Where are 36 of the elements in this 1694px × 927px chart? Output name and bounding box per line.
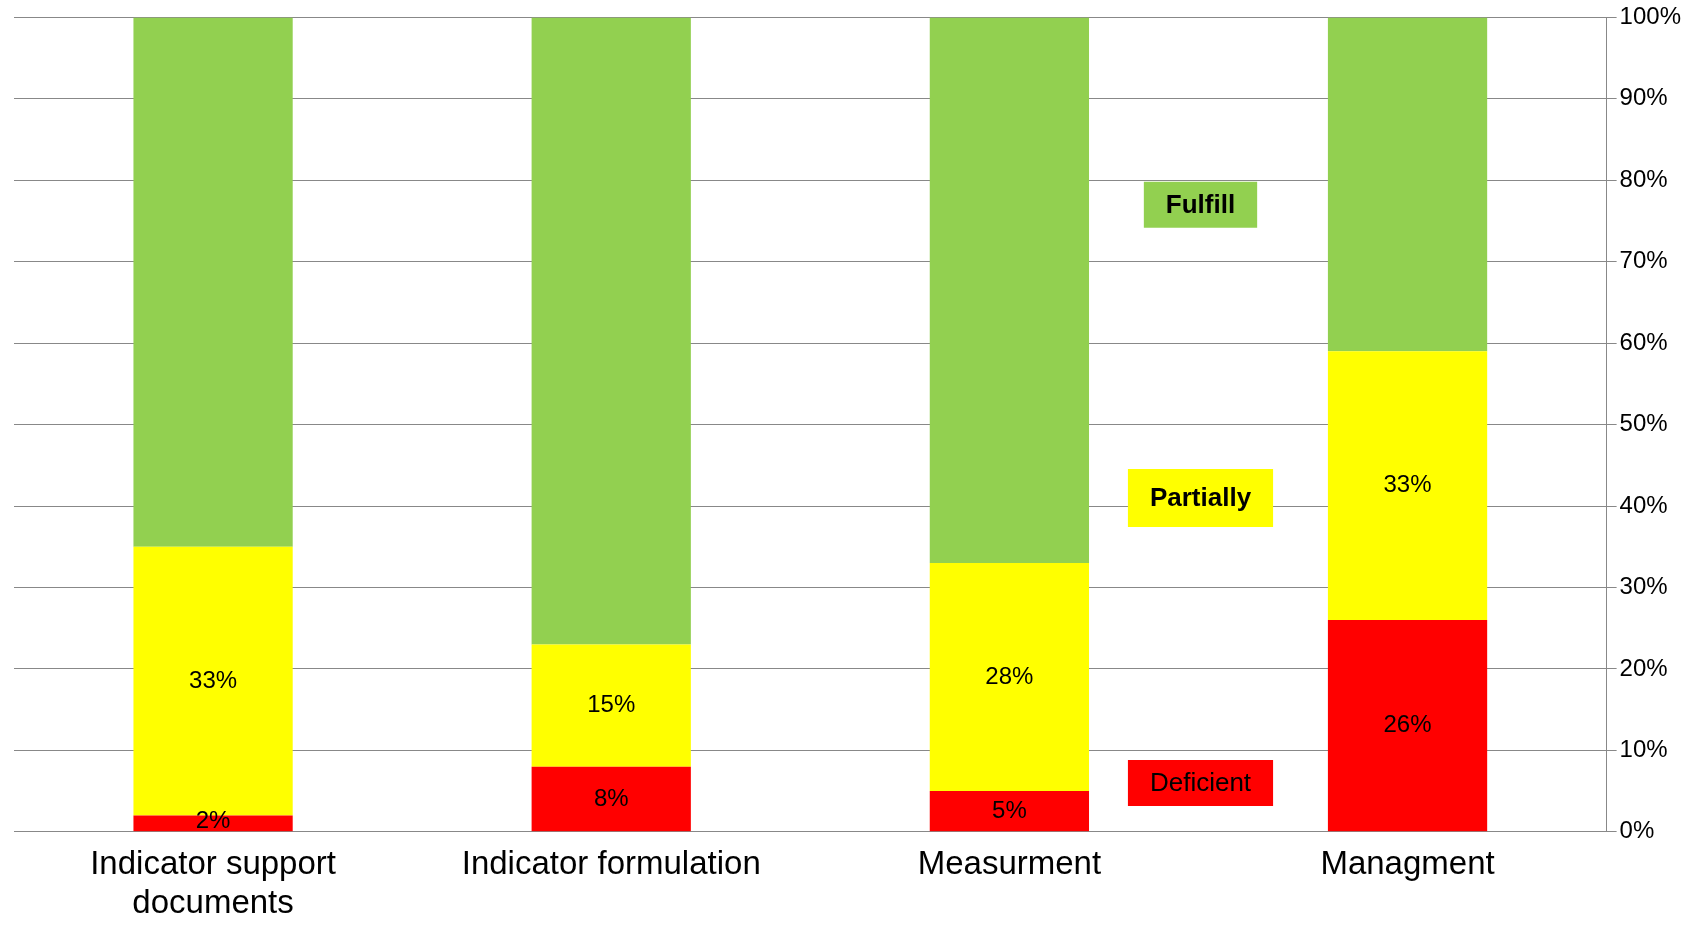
data-label: 33% [1383, 470, 1432, 498]
text: Fulfill [1165, 188, 1236, 219]
bar [1327, 351, 1488, 621]
bar [929, 17, 1090, 564]
y-tick-label: 70% [1619, 246, 1668, 274]
x-tick-label: Indicator support documents [90, 843, 336, 921]
y-tick-label: 20% [1619, 653, 1668, 681]
y-tick-label: 0% [1619, 816, 1655, 844]
data-label: 26% [1383, 710, 1432, 738]
y-tick-label: 40% [1619, 490, 1668, 518]
y-tick-label: 50% [1619, 409, 1668, 437]
y-tick-label: 80% [1619, 164, 1668, 192]
y-tick-label: 60% [1619, 327, 1668, 355]
text: Deficient [1149, 767, 1252, 798]
bar [929, 791, 1090, 832]
bar [1327, 620, 1488, 832]
y-tick-label: 100% [1619, 2, 1682, 30]
data-label: 33% [189, 665, 238, 693]
bar [531, 766, 691, 832]
x-tick-label: Indicator formulation [461, 843, 761, 881]
data-label: 15% [587, 690, 636, 718]
y-tick-label: 90% [1619, 83, 1668, 111]
data-label: 28% [985, 661, 1034, 689]
data-label: 5% [992, 795, 1027, 823]
bar [531, 17, 691, 645]
bar [133, 17, 293, 547]
data-label: 2% [195, 806, 231, 834]
x-tick-label: Measurment [917, 843, 1102, 881]
data-label: 8% [593, 783, 629, 811]
y-tick-label: 30% [1619, 572, 1668, 600]
y-tick-label: 10% [1619, 734, 1668, 762]
bar [531, 644, 691, 767]
bar [929, 563, 1090, 792]
text: Partially [1149, 482, 1252, 513]
bar [1327, 17, 1488, 352]
x-tick-label: Managment [1320, 843, 1495, 881]
